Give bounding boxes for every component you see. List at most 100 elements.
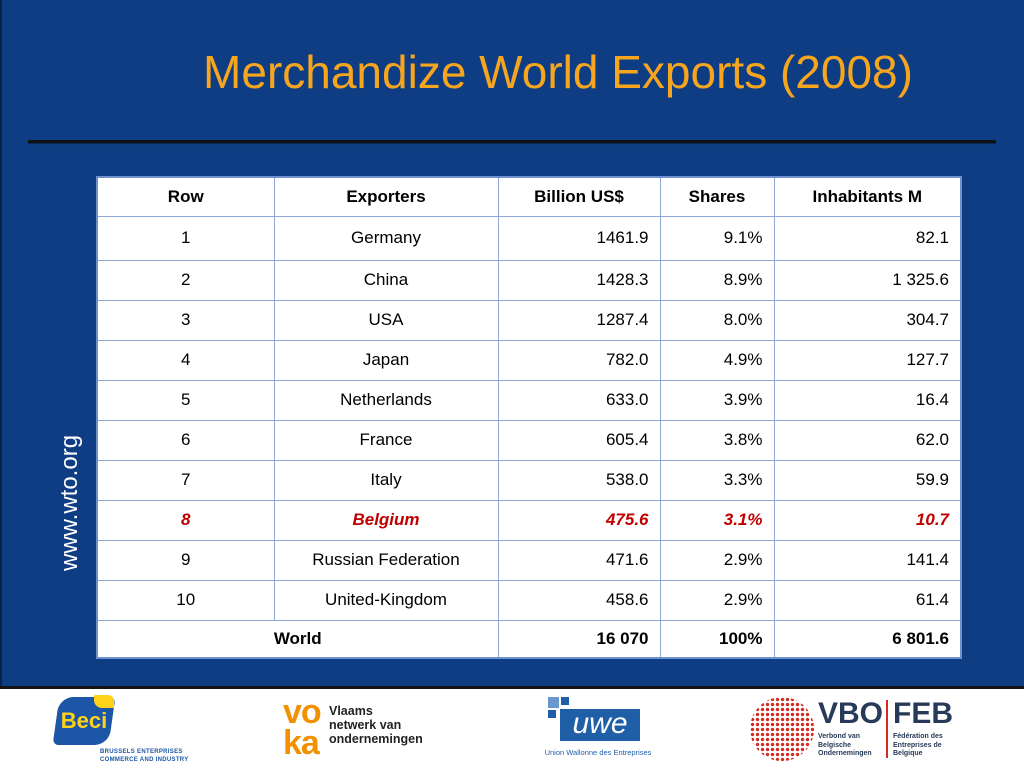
inhabitants-cell: 10.7 <box>773 499 962 541</box>
slide-bottom-rule <box>0 686 1024 689</box>
exporter-cell: France <box>273 419 499 461</box>
table-foot: World 16 070 100% 6 801.6 <box>96 619 962 659</box>
vbo-feb-divider <box>886 700 888 758</box>
row-number-cell: 8 <box>96 499 275 541</box>
billion-usd-cell: 633.0 <box>497 379 661 421</box>
inhabitants-cell: 304.7 <box>773 299 962 341</box>
row-number-cell: 5 <box>96 379 275 421</box>
exporter-cell: USA <box>273 299 499 341</box>
table-row: 7 Italy 538.0 3.3% 59.9 <box>96 459 962 501</box>
share-cell: 2.9% <box>659 539 775 581</box>
exporter-cell: Italy <box>273 459 499 501</box>
voka-mark-top: vo <box>283 693 322 731</box>
billion-usd-cell: 471.6 <box>497 539 661 581</box>
beci-caption-line: BRUSSELS ENTERPRISES <box>100 749 183 755</box>
billion-usd-cell: 782.0 <box>497 339 661 381</box>
table-row: 9 Russian Federation 471.6 2.9% 141.4 <box>96 539 962 581</box>
vbo-caption-line: Verbond van <box>818 733 861 740</box>
header-inhabitants: Inhabitants M <box>773 176 962 217</box>
feb-caption-line: Belgique <box>893 750 923 757</box>
share-cell: 3.3% <box>659 459 775 501</box>
uwe-logo-square <box>548 710 556 718</box>
exporter-cell: Belgium <box>273 499 499 541</box>
table-row: 3 USA 1287.4 8.0% 304.7 <box>96 299 962 341</box>
voka-caption-line: netwerk van <box>329 718 402 732</box>
share-cell: 3.9% <box>659 379 775 421</box>
share-cell: 8.0% <box>659 299 775 341</box>
billion-usd-cell: 1287.4 <box>497 299 661 341</box>
share-cell: 9.1% <box>659 215 775 261</box>
slide-title: Merchandize World Exports (2008) <box>203 46 913 98</box>
row-number-cell: 10 <box>96 579 275 621</box>
inhabitants-cell: 61.4 <box>773 579 962 621</box>
uwe-logo-square <box>548 697 559 708</box>
table-body: 1 Germany 1461.9 9.1% 82.1 2 China 1428.3 8.9% 1 … <box>96 215 962 621</box>
billion-usd-cell: 475.6 <box>497 499 661 541</box>
row-number-cell: 6 <box>96 419 275 461</box>
header-row: Row <box>96 176 275 217</box>
voka-caption-line: Vlaams <box>329 704 373 718</box>
header-billion-usd: Billion US$ <box>497 176 661 217</box>
slide-left-edge <box>0 0 2 686</box>
world-label: World <box>96 619 499 659</box>
uwe-logo-box <box>560 709 640 741</box>
voka-mark: vo ka <box>283 693 327 762</box>
exporter-cell: United-Kingdom <box>273 579 499 621</box>
inhabitants-cell: 62.0 <box>773 419 962 461</box>
inhabitants-cell: 1 325.6 <box>773 259 962 301</box>
header-exporters: Exporters <box>273 176 499 217</box>
row-number-cell: 4 <box>96 339 275 381</box>
exporter-cell: China <box>273 259 499 301</box>
exporter-cell: Japan <box>273 339 499 381</box>
vbo-caption: Verbond van Belgische Ondernemingen <box>818 733 872 759</box>
feb-caption-line: Fédération des <box>893 733 943 740</box>
world-inhabitants: 6 801.6 <box>773 619 962 659</box>
row-number-cell: 9 <box>96 539 275 581</box>
table-row: 10 United-Kingdom 458.6 2.9% 61.4 <box>96 579 962 621</box>
billion-usd-cell: 538.0 <box>497 459 661 501</box>
table-row: 2 China 1428.3 8.9% 1 325.6 <box>96 259 962 301</box>
voka-logo: vo ka Vlaams netwerk van ondernemingen <box>281 689 431 768</box>
vbo-caption-line: Ondernemingen <box>818 750 872 757</box>
table-head: Row Exporters Billion US$ Shares Inhabit… <box>96 176 962 217</box>
row-number-cell: 1 <box>96 215 275 261</box>
vbo-dotted-globe-icon <box>750 697 814 761</box>
inhabitants-cell: 82.1 <box>773 215 962 261</box>
source-label: www.wto.org <box>56 434 83 572</box>
feb-caption: Fédération des Entreprises de Belgique <box>893 733 943 759</box>
row-number-cell: 2 <box>96 259 275 301</box>
exporter-cell: Russian Federation <box>273 539 499 581</box>
row-number-cell: 3 <box>96 299 275 341</box>
vbo-caption-line: Belgische <box>818 741 852 749</box>
beci-logo-accent <box>94 695 114 708</box>
table-row: 5 Netherlands 633.0 3.9% 16.4 <box>96 379 962 421</box>
beci-caption-line: COMMERCE AND INDUSTRY <box>100 757 189 763</box>
billion-usd-cell: 605.4 <box>497 419 661 461</box>
billion-usd-cell: 1428.3 <box>497 259 661 301</box>
table-row: 6 France 605.4 3.8% 62.0 <box>96 419 962 461</box>
title-divider <box>28 140 996 143</box>
world-share: 100% <box>659 619 775 659</box>
table-row: 4 Japan 782.0 4.9% 127.7 <box>96 339 962 381</box>
beci-logo: Beci BRUSSELS ENTERPRISES COMMERCE AND I… <box>52 689 194 768</box>
uwe-logo: uwe Union Wallonne des Entreprises <box>536 689 660 768</box>
uwe-wordmark: uwe <box>572 707 628 740</box>
voka-mark-bottom: ka <box>283 724 320 762</box>
billion-usd-cell: 1461.9 <box>497 215 661 261</box>
share-cell: 3.8% <box>659 419 775 461</box>
feb-wordmark: FEB <box>893 697 953 730</box>
uwe-logo-square <box>561 697 569 705</box>
row-number-cell: 7 <box>96 459 275 501</box>
share-cell: 2.9% <box>659 579 775 621</box>
share-cell: 4.9% <box>659 339 775 381</box>
billion-usd-cell: 458.6 <box>497 579 661 621</box>
table-header-row: Row Exporters Billion US$ Shares Inhabit… <box>96 176 962 217</box>
world-billion-usd: 16 070 <box>497 619 661 659</box>
table-row: 8 Belgium 475.6 3.1% 10.7 <box>96 499 962 541</box>
share-cell: 3.1% <box>659 499 775 541</box>
share-cell: 8.9% <box>659 259 775 301</box>
sponsor-footer: Beci BRUSSELS ENTERPRISES COMMERCE AND I… <box>0 689 1024 768</box>
world-total-row: World 16 070 100% 6 801.6 <box>96 619 962 659</box>
inhabitants-cell: 16.4 <box>773 379 962 421</box>
